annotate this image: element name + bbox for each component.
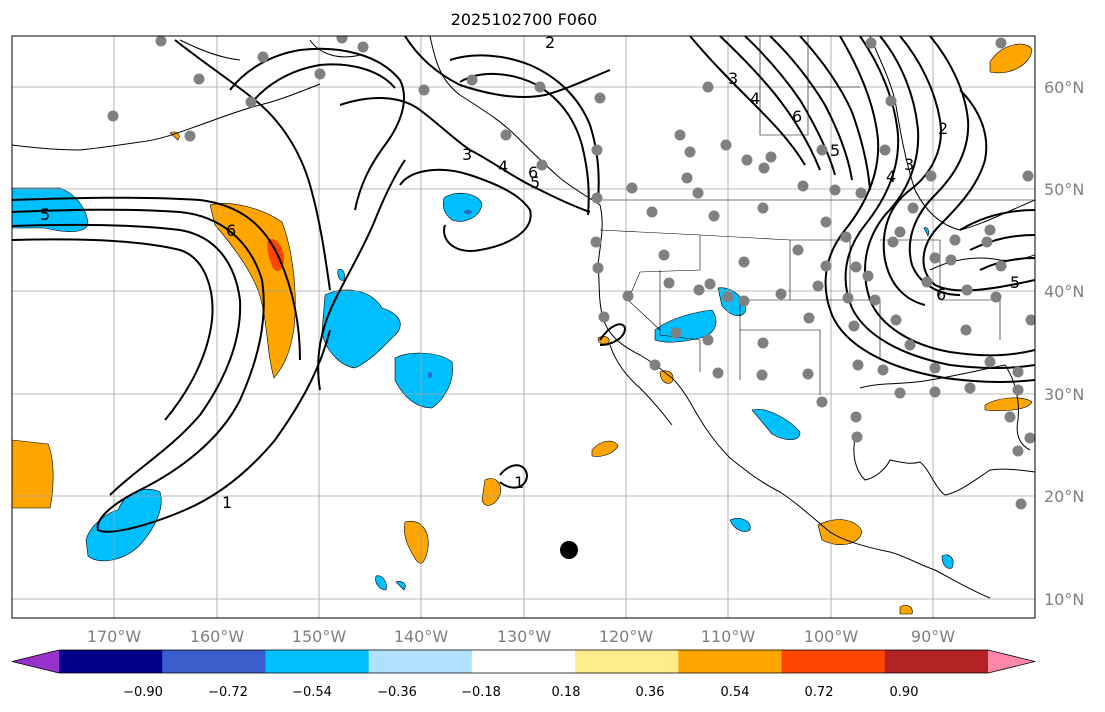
lon-tick-label: 140°W <box>394 627 449 646</box>
lon-tick-label: 150°W <box>292 627 347 646</box>
contour-label: 1 <box>514 473 524 492</box>
colorbar-ticks: −0.90 −0.72 −0.54 −0.36 −0.18 0.18 0.36 … <box>123 685 918 700</box>
contour-label: 2 <box>938 119 948 138</box>
contour-label: 2 <box>545 33 555 52</box>
colorbar-tick-label: 0.36 <box>636 685 665 700</box>
contour-label: 3 <box>904 155 914 174</box>
colorbar-extend-low <box>12 650 59 673</box>
lon-tick-label: 90°W <box>911 627 955 646</box>
latitude-axis: 60°N 50°N 40°N 30°N 20°N 10°N <box>1044 78 1084 609</box>
lat-tick-label: 50°N <box>1044 180 1084 199</box>
colorbar-tick-label: 0.72 <box>805 685 834 700</box>
contour-label: 5 <box>530 173 540 192</box>
colorbar-segment <box>265 650 370 673</box>
contour-label: 4 <box>498 157 508 176</box>
colorbar-tick-label: −0.54 <box>292 685 332 700</box>
plot-title: 2025102700 F060 <box>450 10 598 29</box>
colorbar-segment <box>368 650 473 673</box>
lat-tick-label: 20°N <box>1044 487 1084 506</box>
colorbar-outline <box>11 649 1036 674</box>
colorbar <box>11 649 1036 674</box>
lon-tick-label: 120°W <box>599 627 654 646</box>
contour-label: 6 <box>226 221 236 240</box>
contour-label: 5 <box>830 141 840 160</box>
lon-tick-label: 170°W <box>87 627 142 646</box>
contour-label: 5 <box>1010 273 1020 292</box>
contour-label: 6 <box>528 163 538 182</box>
contour-label: 3 <box>728 69 738 88</box>
colorbar-segment <box>884 650 989 673</box>
contour-label: 3 <box>462 145 472 164</box>
map-frame <box>11 35 1036 619</box>
contour-label: 4 <box>750 89 760 108</box>
lat-tick-label: 60°N <box>1044 78 1084 97</box>
colorbar-tick-label: −0.36 <box>377 685 417 700</box>
map-background <box>12 36 1035 618</box>
lon-tick-label: 110°W <box>701 627 756 646</box>
colorbar-segment <box>781 650 886 673</box>
contour-label: 5 <box>40 205 50 224</box>
colorbar-tick-label: 0.54 <box>721 685 750 700</box>
colorbar-segment <box>471 650 576 673</box>
contour-label: 1 <box>222 493 232 512</box>
colorbar-tick-label: 0.18 <box>552 685 581 700</box>
lon-tick-label: 100°W <box>804 627 859 646</box>
colorbar-tick-label: −0.72 <box>208 685 248 700</box>
station-dots <box>107 36 1035 510</box>
lon-tick-label: 160°W <box>190 627 245 646</box>
contour-labels: 5 6 3 4 5 6 2 3 4 6 5 6 1 1 2 3 4 5 <box>40 33 1020 512</box>
colorbar-segment <box>162 650 266 673</box>
contour-label: 4 <box>886 167 896 186</box>
contour-label: 6 <box>936 285 946 304</box>
contour-lines <box>12 36 1035 533</box>
strong-positive-anomaly-fill <box>267 239 284 271</box>
lon-tick-label: 130°W <box>497 627 552 646</box>
colorbar-segment <box>575 650 679 673</box>
colorbar-tick-label: 0.90 <box>890 685 919 700</box>
contour-label: 6 <box>792 107 802 126</box>
lat-tick-label: 10°N <box>1044 590 1084 609</box>
storm-position-marker <box>560 541 578 559</box>
colorbar-segment <box>59 650 163 673</box>
colorbar-tick-label: −0.90 <box>123 685 163 700</box>
longitude-axis: 170°W 160°W 150°W 140°W 130°W 120°W 110°… <box>87 627 955 646</box>
lat-tick-label: 30°N <box>1044 385 1084 404</box>
colorbar-tick-label: −0.18 <box>461 685 501 700</box>
colorbar-segment <box>678 650 783 673</box>
colorbar-extend-high <box>988 650 1035 673</box>
lat-tick-label: 40°N <box>1044 282 1084 301</box>
moderate-negative-anomaly-fill <box>428 210 472 378</box>
